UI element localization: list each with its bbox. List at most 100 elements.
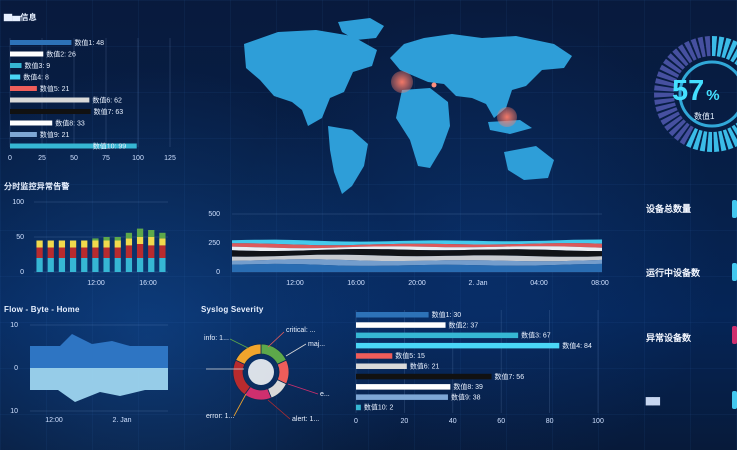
stacked-bar-segment xyxy=(136,228,144,237)
gauge-segment xyxy=(659,64,680,78)
donut-label: critical: ... xyxy=(286,327,316,334)
stacked-bar-segment xyxy=(103,237,110,241)
stacked-bar-segment xyxy=(58,240,66,248)
x-tick-label: 12:00 xyxy=(45,417,63,424)
bar-data-label: 数值8: 39 xyxy=(453,382,483,391)
x-tick-label: 20:00 xyxy=(408,280,426,287)
bar xyxy=(10,97,90,103)
bar-data-label: 数值3: 67 xyxy=(521,331,551,340)
bar-data-label: 数值3: 9 xyxy=(25,61,51,70)
bar xyxy=(10,63,22,68)
gauge-chart xyxy=(654,36,737,152)
stacked-bar-segment xyxy=(148,237,155,246)
donut-slice xyxy=(235,343,262,365)
stacked-bar-segment xyxy=(47,258,54,272)
gauge-segment xyxy=(672,48,689,67)
alarm-stacked-bar-chart: 100 50 0 12:00 16:00 xyxy=(12,199,168,287)
donut-leader-line xyxy=(229,338,249,349)
gauge-segment xyxy=(706,131,712,152)
bar xyxy=(356,373,492,380)
gauge-number: 57 xyxy=(672,75,705,107)
x-tick-label: 16:00 xyxy=(347,280,365,287)
bar-data-label: 数值9: 38 xyxy=(451,392,481,401)
australia-shape xyxy=(504,146,554,180)
europe-asia-shape xyxy=(390,34,572,118)
south-america-shape xyxy=(328,126,368,194)
stacked-bar-segment xyxy=(47,247,54,258)
bar-data-label: 数值2: 37 xyxy=(449,320,479,329)
gauge-segment xyxy=(673,122,690,141)
flow-area-chart: 10 0 10 12:00 2. Jan xyxy=(10,322,168,424)
flow-panel-title: Flow - Byte - Home xyxy=(4,305,80,314)
x-tick-label: 2. Jan xyxy=(468,280,487,287)
stacked-bar-segment xyxy=(103,240,110,248)
bar-data-label: 数值1: 30 xyxy=(432,310,462,319)
donut-label: e... xyxy=(320,391,330,398)
stacked-bar-segment xyxy=(92,240,99,248)
bar-data-label: 数值10: 2 xyxy=(364,403,394,412)
stacked-bar-segment xyxy=(136,237,144,244)
gauge-segment xyxy=(734,59,737,66)
gauge-segment xyxy=(663,58,682,74)
area-series xyxy=(232,246,602,252)
bar-data-label: 数值7: 63 xyxy=(94,107,124,116)
area-series xyxy=(232,243,602,249)
bar-data-label: 数值1: 48 xyxy=(74,38,104,47)
stacked-bar-segment xyxy=(136,244,144,258)
donut-label: maj... xyxy=(308,341,325,348)
gauge-segment xyxy=(697,36,706,58)
stacked-bar-segment xyxy=(148,258,155,272)
stacked-bar-segment xyxy=(159,238,166,246)
multi-area-chart: 500 250 0 12:00 16:00 20:00 2. Jan 04:00 08:00 xyxy=(208,211,609,287)
donut-leader-line xyxy=(285,343,307,357)
y-tick-label: 0 xyxy=(216,269,220,276)
bar-data-label: 数值4: 8 xyxy=(23,73,49,82)
x-tick-label: 25 xyxy=(38,155,46,162)
world-map-panel xyxy=(220,10,585,200)
y-tick-label: 0 xyxy=(20,269,24,276)
gauge-panel: 57% 数值1 xyxy=(625,25,737,175)
x-tick-label: 2. Jan xyxy=(112,417,131,424)
x-tick-label: 50 xyxy=(70,155,78,162)
side-indicator-1 xyxy=(732,200,737,218)
gauge-segment xyxy=(685,127,699,148)
stacked-bar-segment xyxy=(81,240,88,248)
bar xyxy=(10,132,37,137)
x-tick-label: 0 xyxy=(8,155,12,162)
gauge-segment xyxy=(722,129,734,150)
side-indicator-4 xyxy=(732,391,737,409)
stacked-bar-segment xyxy=(136,258,144,272)
side-indicator-2 xyxy=(732,263,737,281)
donut-leader-line xyxy=(267,399,291,420)
donut-label: alert: 1... xyxy=(292,416,319,423)
stacked-bar-segment xyxy=(159,245,166,258)
x-tick-label: 16:00 xyxy=(139,280,157,287)
stacked-bar-segment xyxy=(125,245,133,258)
world-map xyxy=(244,18,572,194)
gauge-segment xyxy=(660,111,680,126)
gauge-unit: % xyxy=(706,87,720,104)
north-america-shape xyxy=(244,30,377,126)
bar-data-label: 数值10: 99 xyxy=(93,142,127,151)
y-tick-label: 0 xyxy=(14,365,18,372)
gauge-segment xyxy=(692,129,703,151)
bar xyxy=(10,51,44,57)
stacked-bar-segment xyxy=(58,247,66,258)
info-panel: ▇▅信息 0 25 50 75 100 125 数值1: 48 数值2: 26 数值3: 9 数值… xyxy=(0,0,185,170)
gauge-segment xyxy=(690,38,702,59)
flow-lower-area xyxy=(30,368,168,402)
x-tick-label: 100 xyxy=(132,155,144,162)
gauge-segment xyxy=(699,131,708,152)
y-tick-label: 100 xyxy=(12,199,24,206)
info-panel-title: ▇▅信息 xyxy=(4,13,37,22)
right-label-4: ▆▆ xyxy=(646,395,660,405)
alarm-panel-title: 分时监控异常告警 xyxy=(4,182,70,191)
stacked-bar-segment xyxy=(103,258,110,272)
syslog-donut-chart: info: 1... critical: ... maj... e... alert: … xyxy=(204,327,330,423)
gauge-segment xyxy=(712,36,718,57)
y-tick-label: 250 xyxy=(208,240,220,247)
stacked-bar-segment xyxy=(92,258,99,272)
bar xyxy=(356,353,393,359)
gauge-segment xyxy=(721,37,732,59)
